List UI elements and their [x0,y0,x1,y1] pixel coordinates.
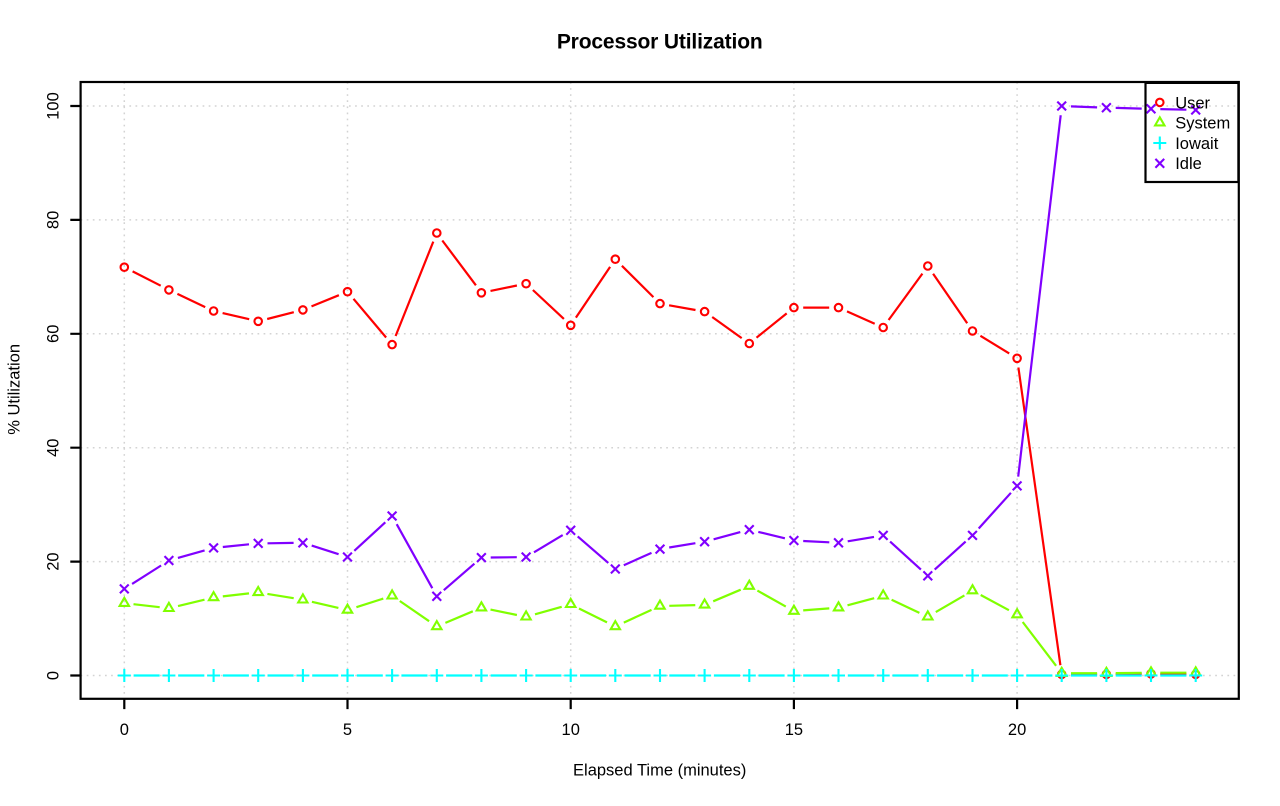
svg-text:20: 20 [45,552,63,570]
svg-text:20: 20 [1008,721,1026,739]
svg-text:Processor Utilization: Processor Utilization [557,30,763,53]
svg-text:Elapsed Time (minutes): Elapsed Time (minutes) [573,762,746,780]
svg-text:Idle: Idle [1175,155,1202,173]
svg-text:% Utilization: % Utilization [6,344,24,435]
svg-text:100: 100 [45,92,63,120]
svg-text:0: 0 [120,721,129,739]
svg-text:40: 40 [45,439,63,457]
svg-text:User: User [1175,94,1210,112]
svg-text:0: 0 [45,671,63,680]
svg-text:15: 15 [785,721,803,739]
svg-text:80: 80 [45,211,63,229]
svg-text:5: 5 [343,721,352,739]
svg-text:10: 10 [562,721,580,739]
svg-text:System: System [1175,115,1230,133]
svg-text:60: 60 [45,325,63,343]
svg-text:Iowait: Iowait [1175,135,1219,153]
